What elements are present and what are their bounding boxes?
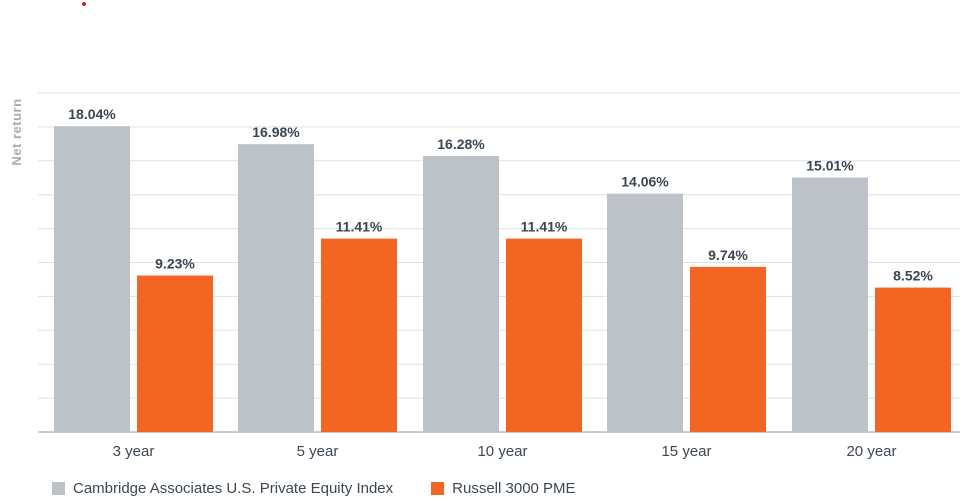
bar-series-1-20-year xyxy=(792,177,868,432)
data-label-series-1-5-year: 16.98% xyxy=(252,124,300,140)
bar-series-2-15-year xyxy=(690,266,766,432)
data-label-series-1-20-year: 15.01% xyxy=(806,158,854,174)
bars xyxy=(54,126,951,433)
bar-series-1-10-year xyxy=(423,156,499,432)
legend-label-series-1: Cambridge Associates U.S. Private Equity… xyxy=(73,480,394,497)
data-label-series-2-5-year: 11.41% xyxy=(336,219,383,235)
data-label-series-2-10-year: 11.41% xyxy=(521,219,568,235)
data-label-series-2-3-year: 9.23% xyxy=(155,256,195,272)
bar-series-1-5-year xyxy=(238,144,314,432)
bar-series-2-20-year xyxy=(875,287,951,432)
x-tick-label: 10 year xyxy=(477,443,527,460)
bar-series-1-3-year xyxy=(54,126,130,433)
legend-swatch-series-2 xyxy=(431,482,445,495)
legend-label-series-2: Russell 3000 PME xyxy=(452,480,576,497)
x-tick-label: 5 year xyxy=(297,443,339,460)
x-tick-labels: 3 year 5 year 10 year 15 year 20 year xyxy=(113,443,897,460)
bar-series-2-10-year xyxy=(506,238,582,432)
bar-series-1-15-year xyxy=(607,193,683,432)
bar-chart: 18.04% 9.23% 16.98% 11.41% 16.28% 11.41% 14.06… xyxy=(9,92,960,460)
data-label-series-1-3-year: 18.04% xyxy=(68,106,116,122)
data-labels: 18.04% 9.23% 16.98% 11.41% 16.28% 11.41% 14.06… xyxy=(68,106,933,283)
y-axis-label: Net return xyxy=(9,98,24,165)
data-label-series-2-15-year: 9.74% xyxy=(708,247,748,263)
legend-item-series-1: Cambridge Associates U.S. Private Equity… xyxy=(52,480,393,497)
x-tick-label: 3 year xyxy=(113,443,155,460)
data-label-series-1-15-year: 14.06% xyxy=(621,174,669,190)
bar-series-2-3-year xyxy=(137,275,213,432)
legend: Cambridge Associates U.S. Private Equity… xyxy=(52,480,614,497)
red-dot-marker xyxy=(82,2,86,6)
legend-swatch-series-1 xyxy=(52,482,65,495)
x-tick-label: 20 year xyxy=(846,443,896,460)
data-label-series-2-20-year: 8.52% xyxy=(893,268,933,284)
x-tick-label: 15 year xyxy=(661,443,711,460)
legend-item-series-2: Russell 3000 PME xyxy=(431,480,576,497)
bar-series-2-5-year xyxy=(321,238,397,432)
data-label-series-1-10-year: 16.28% xyxy=(437,136,485,152)
